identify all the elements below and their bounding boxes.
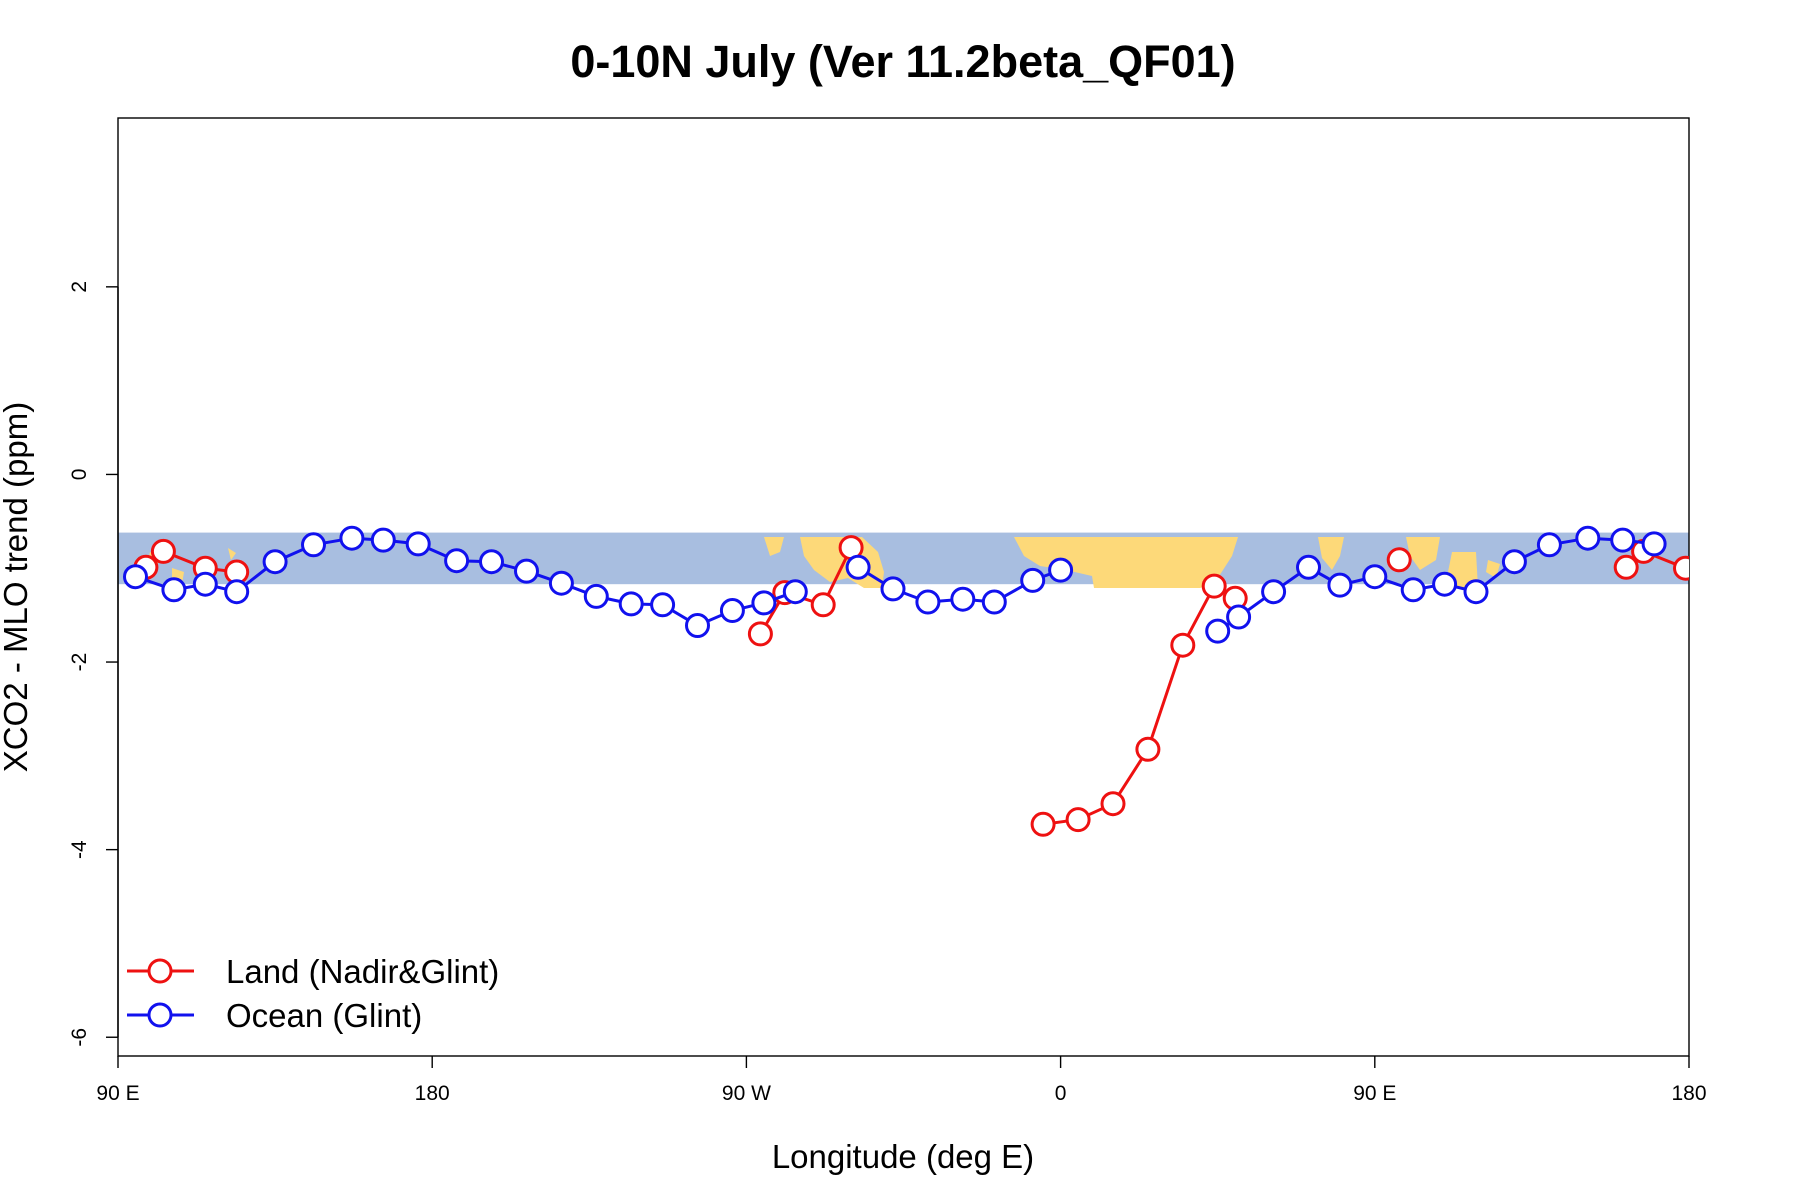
series-ocean-point xyxy=(479,549,504,575)
series-land-point xyxy=(1170,632,1196,658)
land-india-srilanka xyxy=(1318,537,1344,570)
series-land-point xyxy=(1135,736,1161,762)
series-ocean-point xyxy=(719,598,745,623)
series-ocean-point xyxy=(618,591,644,617)
series-ocean-point xyxy=(262,549,288,575)
series-land-point xyxy=(150,538,176,564)
legend-entry-ocean: Ocean (Glint) xyxy=(127,997,422,1034)
series-ocean-point xyxy=(1020,567,1046,593)
series-ocean-point xyxy=(192,571,218,597)
series-ocean-point xyxy=(1536,532,1562,558)
series-ocean-point xyxy=(301,532,326,558)
series-ocean-point xyxy=(583,583,609,609)
series-ocean-point xyxy=(915,589,941,615)
series-layer xyxy=(123,525,1728,837)
series-ocean-point xyxy=(1575,525,1601,551)
series-land-point xyxy=(810,592,836,618)
y-tick-label-4: 2 xyxy=(68,281,91,293)
series-land-point xyxy=(1065,807,1091,833)
series-ocean-point xyxy=(1205,618,1231,644)
series-ocean-point xyxy=(405,531,431,557)
y-tick-label-2: -2 xyxy=(68,653,91,672)
series-land-point xyxy=(1673,555,1689,581)
x-tick-label-5: 180 xyxy=(1671,1082,1706,1105)
series-ocean-point xyxy=(1432,571,1458,597)
series-ocean-point xyxy=(1463,579,1489,605)
legend-swatch-marker-ocean xyxy=(147,1002,173,1028)
x-tick-label-2: 90 W xyxy=(722,1082,771,1105)
series-ocean-point xyxy=(880,576,906,602)
series-ocean-point xyxy=(650,592,676,618)
y-axis-label: XCO2 - MLO trend (ppm) xyxy=(0,402,34,772)
land-africa xyxy=(1014,537,1238,588)
series-ocean-point xyxy=(1226,604,1252,630)
series-ocean-point xyxy=(1641,531,1667,557)
x-axis: 90 E 180 90 W 0 90 E 180 xyxy=(96,1056,1707,1105)
y-tick-label-3: 0 xyxy=(68,469,91,481)
series-ocean-point xyxy=(444,548,470,574)
series-ocean-point xyxy=(224,579,250,605)
x-tick-label-4: 90 E xyxy=(1353,1082,1396,1105)
series-ocean-point xyxy=(1048,557,1074,583)
series-ocean-point xyxy=(950,586,976,612)
series-land-line-2 xyxy=(1042,584,1236,826)
series-ocean-point xyxy=(514,558,539,584)
x-axis-label: Longitude (deg E) xyxy=(772,1138,1034,1175)
series-land-point xyxy=(1030,811,1056,837)
series-ocean-point xyxy=(1610,527,1636,553)
series-land-point xyxy=(1201,573,1227,599)
series-ocean-point xyxy=(339,525,365,551)
y-tick-label-1: -4 xyxy=(68,840,91,859)
series-ocean-point xyxy=(548,570,574,596)
series-ocean-point xyxy=(1501,549,1527,575)
series-land-point xyxy=(1706,561,1728,583)
land-central-america xyxy=(764,537,784,556)
series-ocean-point xyxy=(161,577,187,603)
x-tick-label-3: 0 xyxy=(1055,1082,1067,1105)
series-ocean-point xyxy=(1362,564,1388,590)
y-axis: -6 -4 -2 0 2 xyxy=(68,281,119,1047)
series-ocean-point xyxy=(981,589,1007,615)
legend-entry-land: Land (Nadir&Glint) xyxy=(127,953,499,990)
series-land-point xyxy=(1100,791,1126,817)
series-ocean-point xyxy=(845,554,871,580)
series-ocean-point xyxy=(370,527,396,553)
x-tick-label-0: 90 E xyxy=(96,1082,139,1105)
y-tick-label-0: -6 xyxy=(68,1028,91,1047)
series-land-point xyxy=(1386,547,1412,573)
land-philippines-islands xyxy=(1486,550,1520,578)
legend: Land (Nadir&Glint) Ocean (Glint) xyxy=(127,953,499,1034)
series-land-point xyxy=(1613,554,1639,580)
legend-label-ocean: Ocean (Glint) xyxy=(226,997,422,1034)
series-ocean-point xyxy=(751,590,777,616)
chart-title: 0-10N July (Ver 11.2beta_QF01) xyxy=(570,36,1235,87)
legend-swatch-marker-land xyxy=(147,958,173,984)
series-ocean-point xyxy=(1400,577,1426,603)
series-ocean-point xyxy=(123,564,148,590)
series-ocean xyxy=(123,525,1667,644)
series-ocean-point xyxy=(685,613,710,638)
series-ocean-point xyxy=(1261,579,1287,605)
series-ocean-point xyxy=(1327,572,1353,598)
legend-label-land: Land (Nadir&Glint) xyxy=(226,953,499,990)
x-tick-label-1: 180 xyxy=(415,1082,450,1105)
land-southeast-asia xyxy=(1406,537,1478,588)
series-land-point xyxy=(747,621,773,647)
series-ocean-point xyxy=(1296,554,1321,580)
series-ocean-point xyxy=(782,579,808,605)
